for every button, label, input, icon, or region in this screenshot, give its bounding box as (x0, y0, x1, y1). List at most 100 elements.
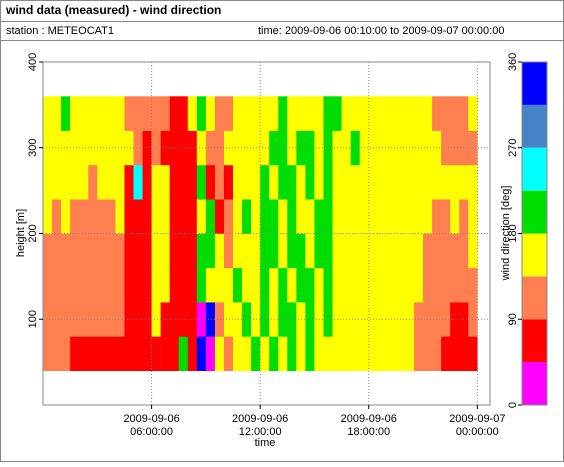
cell (43, 199, 53, 234)
cell (459, 96, 469, 131)
cell (459, 199, 469, 234)
cell (97, 336, 107, 371)
cell (251, 199, 261, 234)
cell (178, 96, 189, 131)
cell (61, 267, 71, 303)
cell (432, 199, 442, 234)
cell (323, 233, 333, 269)
cell (350, 96, 361, 131)
cell (142, 96, 152, 131)
cell (242, 199, 252, 234)
cell (332, 199, 342, 234)
cell (88, 233, 98, 269)
cell (404, 96, 415, 131)
cell (187, 267, 198, 303)
cell (160, 199, 170, 234)
cell (386, 267, 397, 303)
cell (187, 96, 198, 131)
cell (251, 164, 261, 200)
cell (395, 336, 406, 371)
cell (395, 199, 406, 234)
cell (260, 130, 270, 166)
cell (106, 164, 116, 200)
cell (124, 164, 134, 200)
cell (70, 164, 80, 200)
cell (160, 336, 170, 371)
cell (341, 233, 351, 269)
cell (133, 164, 143, 200)
cell (70, 130, 80, 166)
cell (79, 96, 89, 131)
colorbar-tick-label: 90 (507, 313, 519, 325)
y-tick-label: 200 (27, 224, 39, 242)
cell (278, 96, 288, 131)
cell (305, 267, 315, 303)
cell (368, 267, 379, 303)
cell (423, 96, 433, 131)
cell (368, 164, 379, 200)
cell (296, 336, 306, 371)
x-tick-label: 2009-09-06 06:00:00 (123, 413, 179, 438)
cell (251, 233, 261, 269)
cell (205, 130, 216, 166)
cell (106, 199, 116, 234)
y-axis-label: height [m] (15, 209, 27, 257)
cell (106, 130, 116, 166)
cell (260, 233, 270, 269)
cell (115, 233, 125, 269)
cell (287, 164, 297, 200)
cell (468, 233, 478, 269)
cell (432, 267, 442, 303)
cell (251, 336, 261, 371)
cell (214, 336, 225, 371)
colorbar-label: wind direction [deg] (500, 186, 512, 282)
cell (251, 130, 261, 166)
cell (196, 233, 207, 269)
cell (395, 164, 406, 200)
cell (359, 233, 370, 269)
cell (178, 267, 189, 303)
colorbar-tick-label: 360 (507, 53, 519, 71)
cell (205, 267, 216, 303)
cell (124, 336, 134, 371)
cell (133, 233, 143, 269)
cell (278, 233, 288, 269)
cell (459, 164, 469, 200)
cell (79, 336, 89, 371)
cell (251, 96, 261, 131)
cell (423, 164, 433, 200)
cell (251, 302, 261, 337)
cell (70, 336, 80, 371)
cell (115, 199, 125, 234)
cell (441, 233, 451, 269)
cell (314, 199, 324, 234)
cell (323, 336, 333, 371)
cell (97, 164, 107, 200)
cell (459, 336, 469, 371)
cell (106, 233, 116, 269)
cell (323, 267, 333, 303)
cell (287, 199, 297, 234)
y-tick-label: 400 (27, 53, 39, 71)
cell (287, 130, 297, 166)
cell (233, 130, 243, 166)
cell (459, 233, 469, 269)
cell (205, 96, 216, 131)
cell (305, 336, 315, 371)
cell (450, 233, 460, 269)
cell (287, 96, 297, 131)
cell (242, 130, 252, 166)
colorbar-segment (522, 62, 547, 105)
cell (169, 96, 180, 131)
cell (169, 267, 180, 303)
cell (450, 164, 460, 200)
cell (79, 164, 89, 200)
cell (233, 96, 243, 131)
cell (178, 164, 189, 200)
cell (88, 267, 98, 303)
cell (79, 130, 89, 166)
cell (133, 267, 143, 303)
cell (214, 302, 225, 337)
cell (61, 130, 71, 166)
cell (450, 199, 460, 234)
